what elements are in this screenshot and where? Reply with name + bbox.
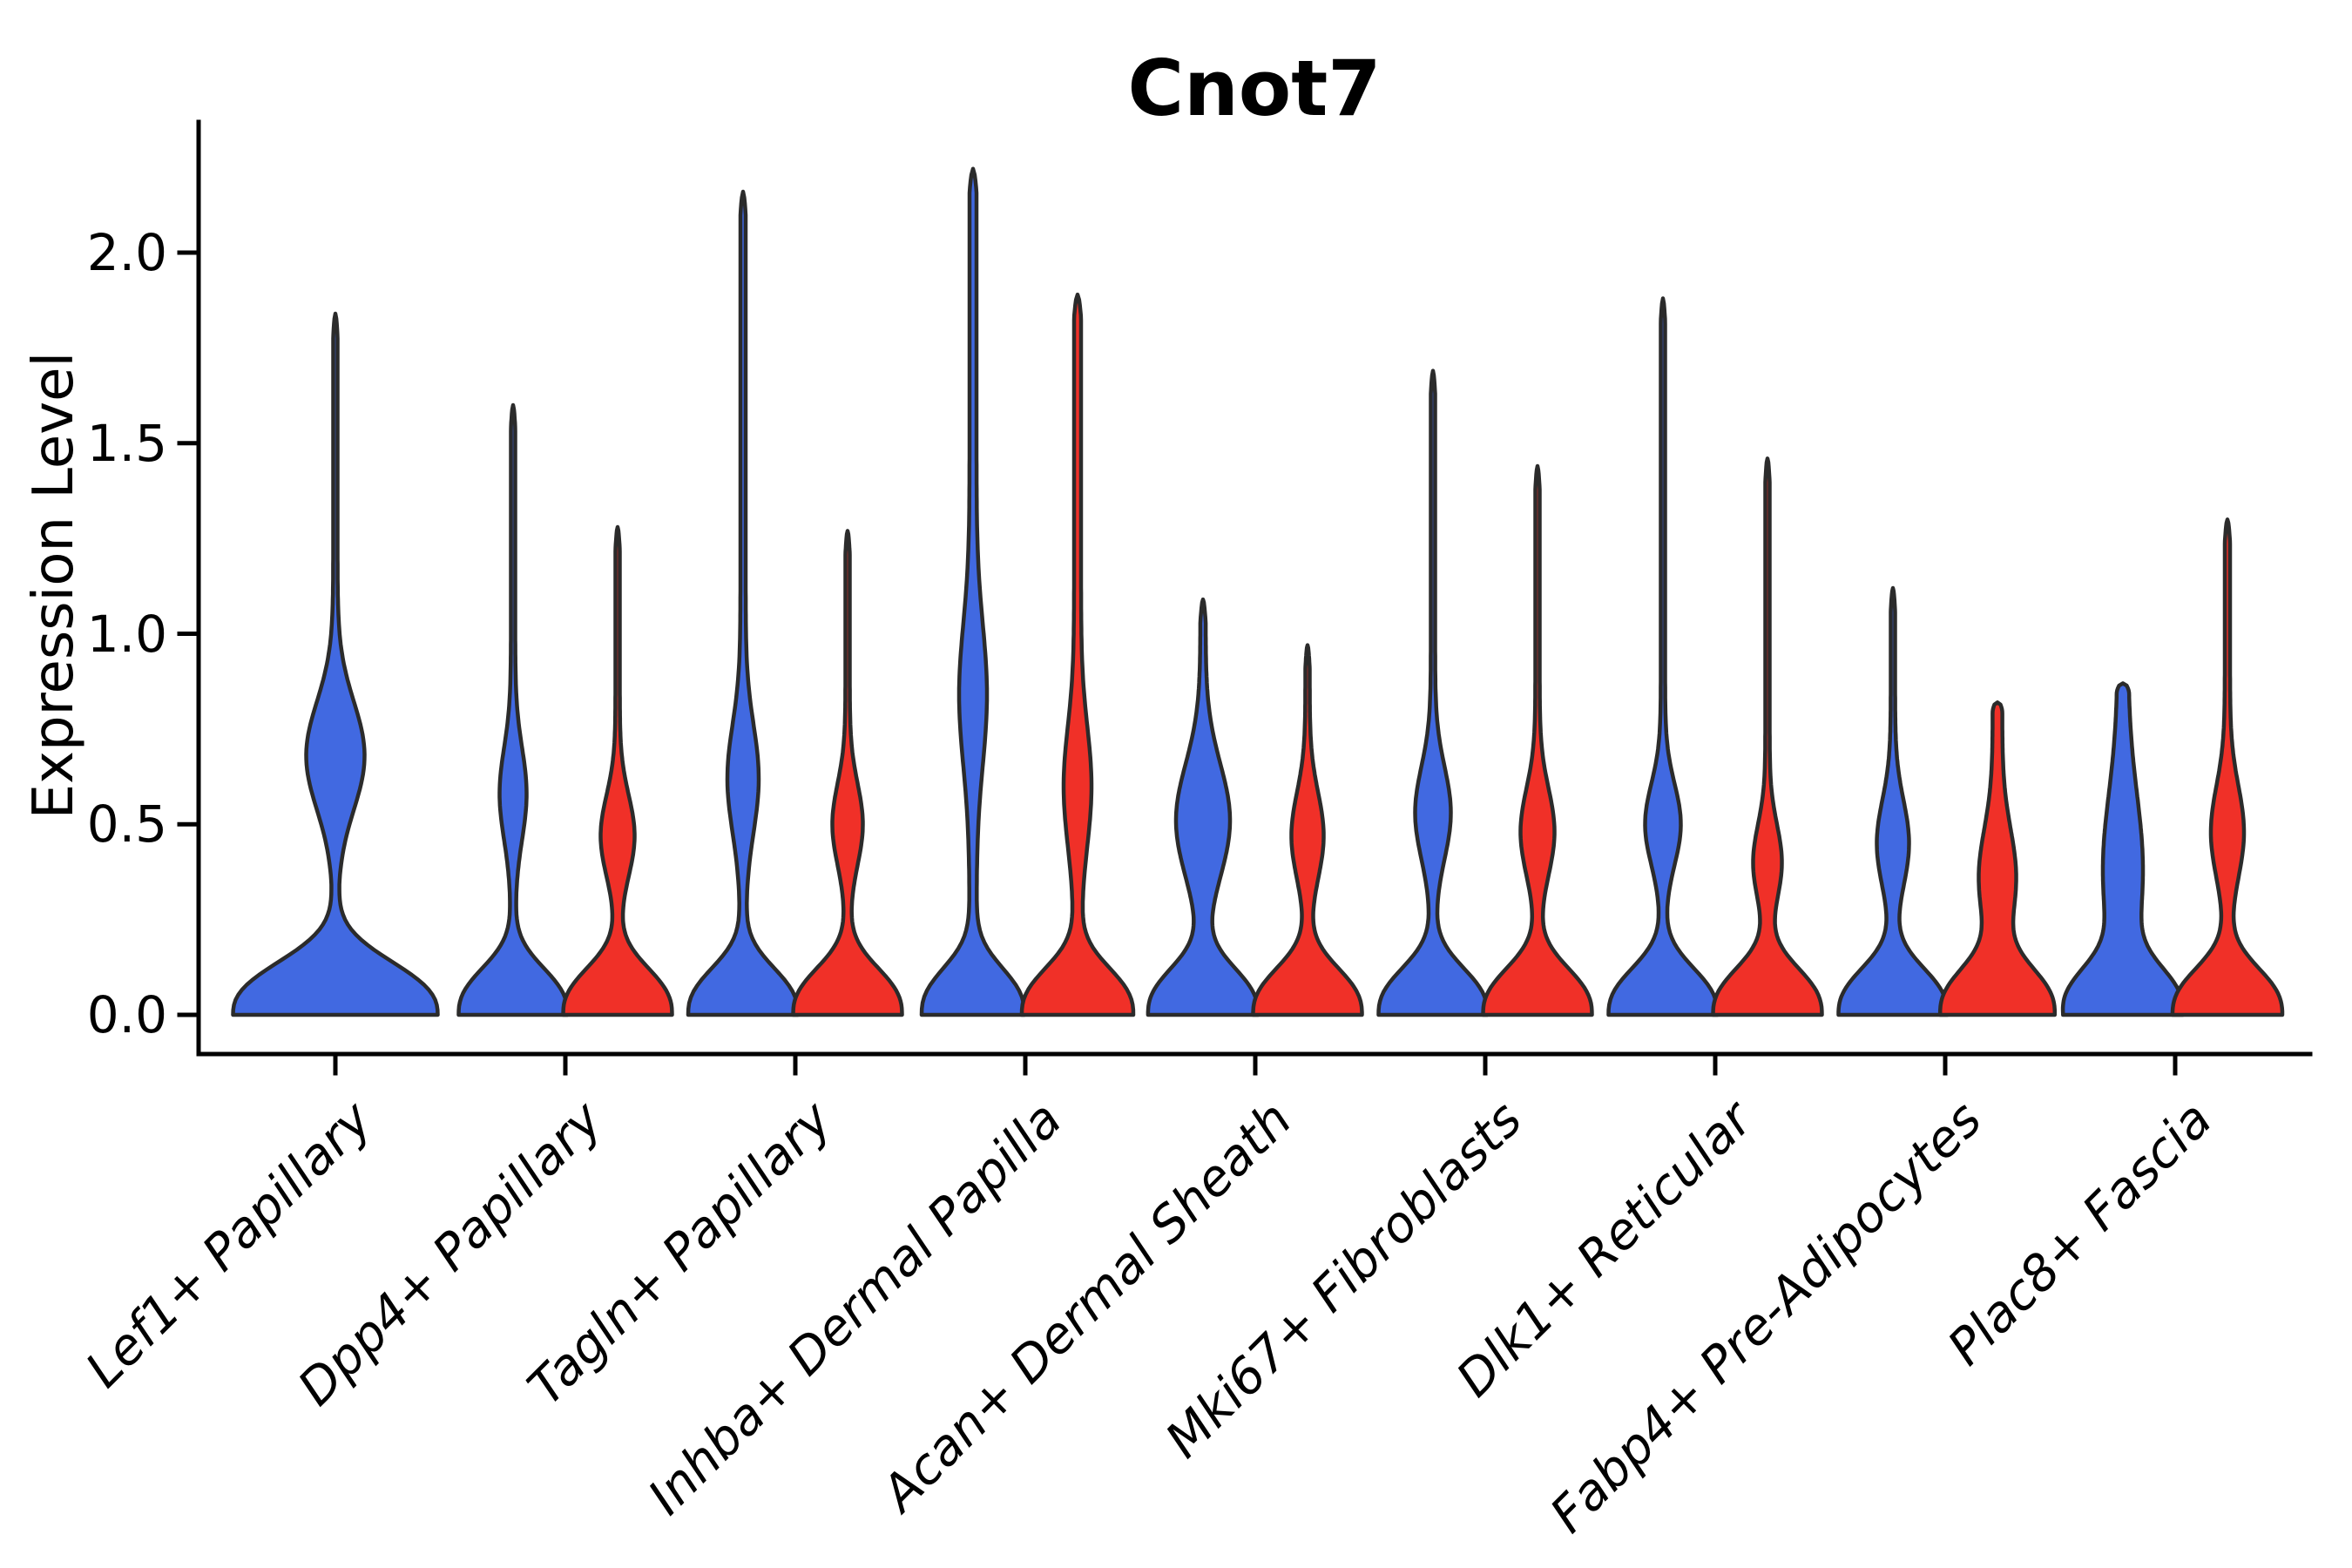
violin-dlk1-red bbox=[1711, 456, 1824, 1017]
violin-acan-blue bbox=[1146, 597, 1260, 1017]
violin-mki67-blue bbox=[1376, 368, 1490, 1017]
violin-tagln-blue bbox=[686, 189, 801, 1017]
violin-dpp4-blue bbox=[456, 402, 570, 1017]
y-tick-label: 0.5 bbox=[86, 794, 167, 855]
violin-plac8-blue bbox=[2060, 681, 2186, 1017]
chart-title: Cnot7 bbox=[1127, 44, 1382, 133]
violin-inhba-red bbox=[1019, 292, 1136, 1017]
y-tick-label: 1.0 bbox=[86, 604, 167, 664]
violin-acan-red bbox=[1251, 643, 1364, 1017]
violin-mki67-red bbox=[1481, 463, 1594, 1017]
violin-inhba-blue bbox=[919, 166, 1027, 1017]
violin-dlk1-blue bbox=[1606, 296, 1720, 1017]
y-tick-label: 1.5 bbox=[86, 413, 167, 473]
y-tick-label: 0.0 bbox=[86, 985, 167, 1044]
violin-dpp4-red bbox=[561, 524, 674, 1017]
y-tick-label: 2.0 bbox=[86, 223, 167, 282]
violin-lef1-blue bbox=[231, 311, 440, 1017]
violin-fabp4-red bbox=[1937, 700, 2058, 1017]
violin-fabp4-blue bbox=[1836, 585, 1950, 1017]
violin-plac8-red bbox=[2170, 517, 2285, 1017]
violin-tagln-red bbox=[791, 529, 904, 1017]
